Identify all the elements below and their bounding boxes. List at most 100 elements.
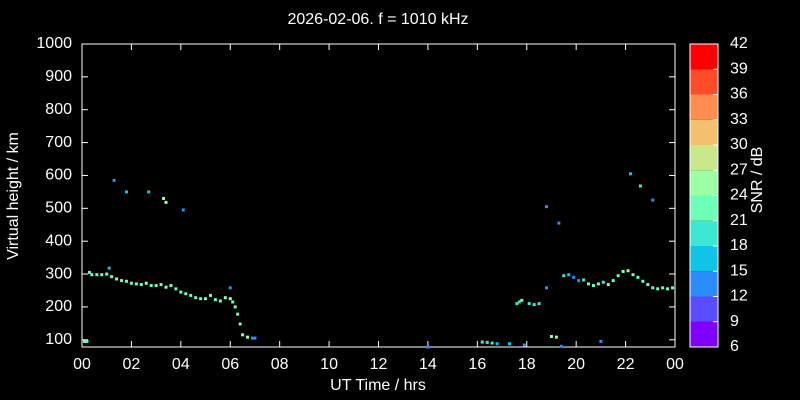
point — [162, 196, 166, 200]
point — [147, 190, 151, 194]
point — [636, 275, 640, 279]
y-axis-label: Virtual height / km — [5, 132, 22, 260]
point — [490, 341, 494, 345]
x-tick-label: 20 — [567, 356, 585, 373]
x-tick-label: 08 — [271, 356, 289, 373]
point — [208, 293, 212, 297]
point — [179, 290, 183, 294]
point — [520, 298, 524, 302]
point — [599, 339, 603, 343]
point — [241, 333, 245, 337]
point — [426, 345, 430, 349]
y-tick-label: 900 — [45, 68, 72, 85]
point — [236, 312, 240, 316]
point — [638, 184, 642, 188]
point — [641, 279, 645, 283]
colorbar-swatch — [690, 44, 718, 70]
point — [631, 273, 635, 277]
point — [134, 282, 138, 286]
point — [213, 298, 217, 302]
y-tick-label: 100 — [45, 331, 72, 348]
y-tick-label: 300 — [45, 265, 72, 282]
colorbar-swatch — [690, 271, 718, 297]
point — [105, 272, 109, 276]
colorbar-swatch — [690, 170, 718, 196]
point — [596, 282, 600, 286]
x-tick-label: 14 — [419, 356, 437, 373]
point — [144, 281, 148, 285]
point — [495, 342, 499, 346]
point — [554, 335, 558, 339]
point — [231, 300, 235, 304]
point — [582, 278, 586, 282]
point — [591, 284, 595, 288]
point — [246, 335, 250, 339]
x-tick-label: 12 — [370, 356, 388, 373]
point — [189, 293, 193, 297]
point — [139, 283, 143, 287]
point — [154, 284, 158, 288]
point — [228, 297, 232, 301]
point — [90, 273, 94, 277]
point — [228, 286, 232, 290]
point — [549, 334, 553, 338]
point — [532, 303, 536, 307]
point — [124, 279, 128, 283]
chart-title: 2026-02-06. f = 1010 kHz — [287, 11, 468, 28]
point — [169, 284, 173, 288]
point — [485, 340, 489, 344]
point — [537, 302, 541, 306]
y-tick-label: 800 — [45, 101, 72, 118]
y-tick-label: 200 — [45, 298, 72, 315]
colorbar-swatch — [690, 94, 718, 120]
point — [522, 343, 526, 347]
colorbar-tick-label: 30 — [730, 136, 748, 153]
point — [233, 305, 237, 309]
point — [651, 286, 655, 290]
colorbar-tick-label: 39 — [730, 60, 748, 77]
point — [124, 190, 128, 194]
point — [507, 342, 511, 346]
colorbar-swatch — [690, 246, 718, 272]
colorbar-swatch — [690, 195, 718, 221]
point — [253, 336, 257, 340]
point — [567, 273, 571, 277]
colorbar-swatch — [690, 220, 718, 246]
point — [480, 340, 484, 344]
point — [626, 269, 630, 273]
colorbar-swatch — [690, 119, 718, 145]
point — [557, 221, 561, 225]
point — [174, 287, 178, 291]
point — [112, 178, 116, 182]
point — [250, 336, 254, 340]
point — [85, 339, 89, 343]
point — [661, 286, 665, 290]
y-tick-label: 400 — [45, 232, 72, 249]
point — [100, 273, 104, 277]
x-tick-label: 04 — [172, 356, 190, 373]
colorbar-tick-label: 15 — [730, 262, 748, 279]
colorbar-tick-label: 24 — [730, 187, 748, 204]
point — [651, 198, 655, 202]
point — [577, 279, 581, 283]
point — [559, 344, 563, 348]
colorbar-swatch — [690, 69, 718, 95]
point — [159, 283, 163, 287]
point — [587, 282, 591, 286]
colorbar-tick-label: 6 — [730, 338, 739, 355]
point — [181, 208, 185, 212]
colorbar-tick-label: 18 — [730, 237, 748, 254]
point — [646, 283, 650, 287]
point — [149, 284, 153, 288]
point — [129, 281, 133, 285]
colorbar-swatch — [690, 296, 718, 322]
point — [107, 266, 111, 270]
x-tick-label: 18 — [518, 356, 536, 373]
y-tick-label: 1000 — [36, 35, 72, 52]
x-tick-label: 16 — [468, 356, 486, 373]
y-tick-label: 700 — [45, 134, 72, 151]
point — [164, 285, 168, 289]
